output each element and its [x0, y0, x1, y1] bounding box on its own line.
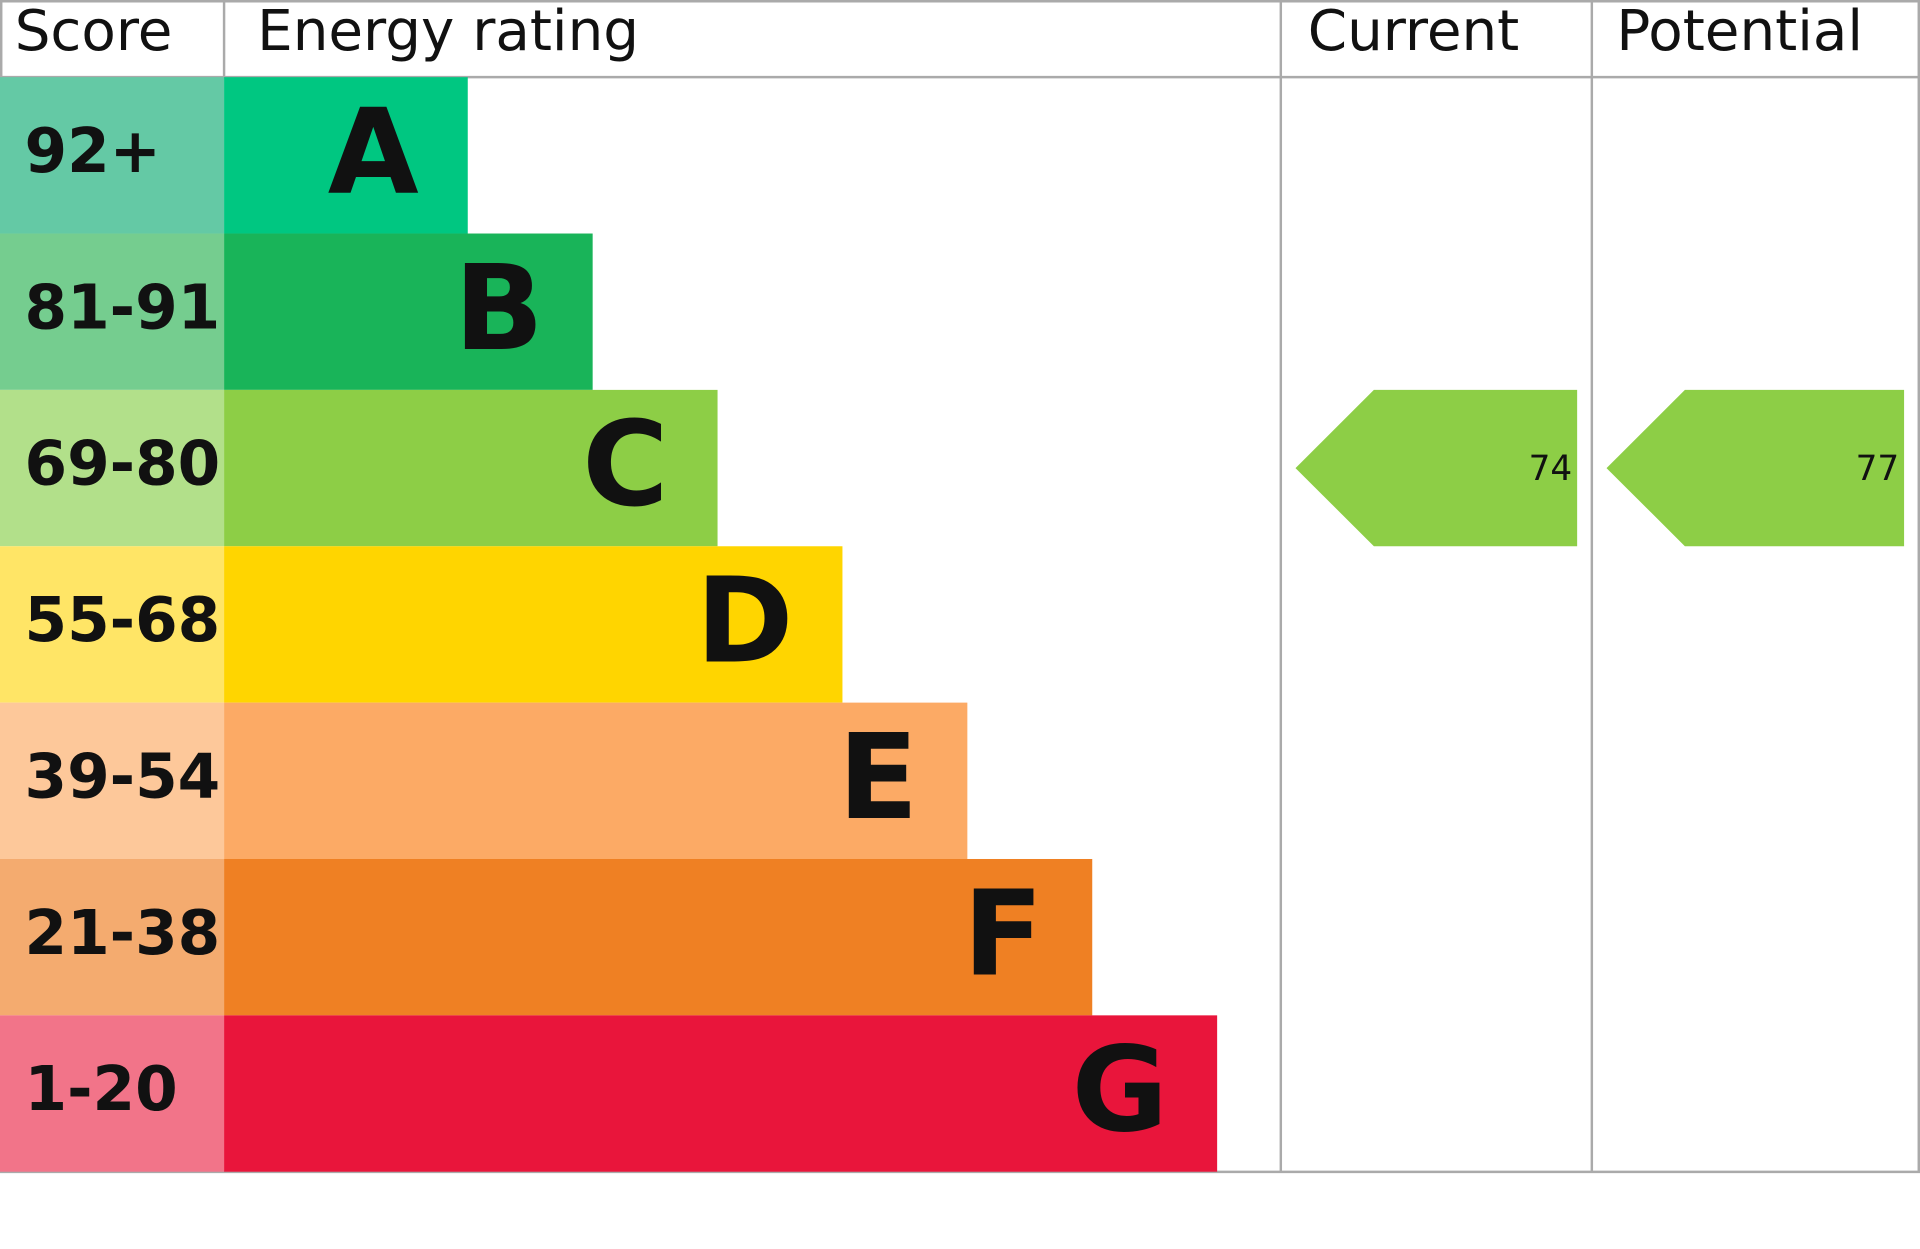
rating-letter: G: [1072, 1022, 1168, 1159]
score-cell: [0, 1015, 225, 1172]
rating-letter: E: [838, 709, 918, 846]
rating-value: 74: [1529, 449, 1573, 489]
rating-bar: [224, 77, 468, 234]
rating-arrow: [1295, 389, 1578, 547]
header-current: Current: [1308, 0, 1520, 64]
rating-letter: D: [696, 553, 794, 690]
rating-bar: [224, 546, 843, 703]
score-range: 81-91: [24, 272, 220, 343]
rating-letter: F: [963, 865, 1043, 1002]
score-cell: [0, 546, 225, 703]
score-range: 39-54: [24, 741, 220, 812]
rating-arrow: [1606, 389, 1905, 547]
score-cell: [0, 389, 225, 547]
header-score: Score: [15, 0, 173, 64]
rating-bar: [224, 389, 718, 547]
rating-bar: [224, 1015, 1218, 1172]
rating-value: 77: [1856, 449, 1900, 489]
score-range: 69-80: [24, 429, 220, 500]
score-range: 92+: [24, 116, 161, 187]
score-cell: [0, 858, 225, 1016]
score-range: 55-68: [24, 585, 220, 656]
rating-letter: A: [328, 83, 419, 220]
rating-letter: C: [582, 396, 668, 533]
rating-bar: [224, 233, 593, 390]
rating-letter: B: [454, 240, 544, 377]
score-cell: [0, 702, 225, 859]
rating-bar: [224, 702, 968, 859]
score-range: 1-20: [24, 1054, 177, 1125]
score-cell: [0, 233, 225, 390]
header-energy-rating: Energy rating: [257, 0, 639, 64]
score-cell: [0, 77, 225, 234]
score-range: 21-38: [24, 898, 220, 969]
rating-bar: [224, 858, 1093, 1016]
header-potential: Potential: [1616, 0, 1863, 64]
